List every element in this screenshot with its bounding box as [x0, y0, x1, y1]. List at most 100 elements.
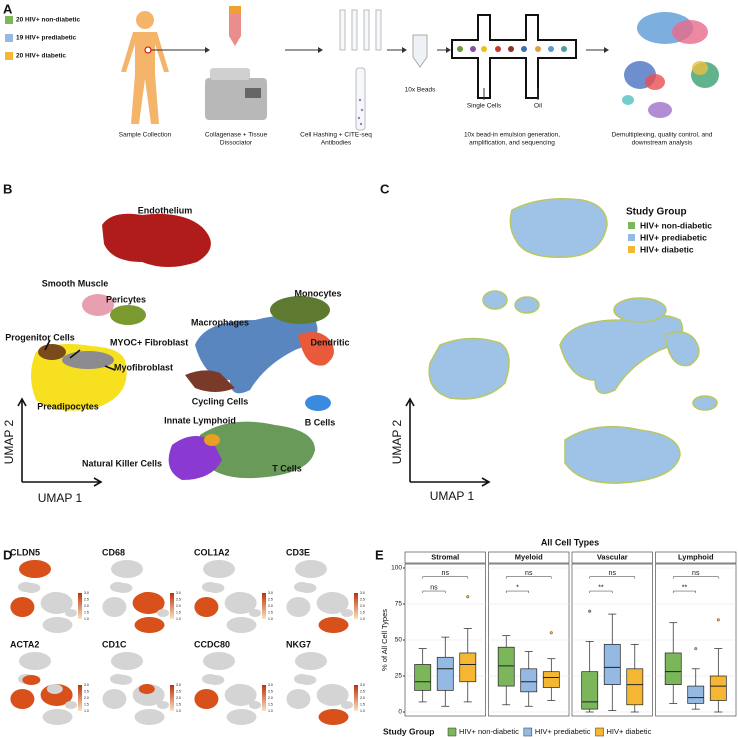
colorbar — [78, 593, 82, 619]
legend-label: HIV+ diabetic — [640, 244, 694, 254]
panel-letter: D — [3, 547, 12, 562]
y-tick-label: 100 — [391, 565, 402, 572]
colorbar-tick: 2.5 — [176, 689, 181, 693]
feature-plot: CLDN5 1.0 1.5 2.0 2.5 3.0 — [10, 547, 89, 633]
step-label: Cell Hashing + CITE-seq — [300, 132, 372, 139]
umap-points — [428, 198, 718, 484]
oil-label: Oil — [534, 103, 543, 110]
umap-cluster — [138, 684, 155, 694]
legend-swatch — [628, 246, 635, 253]
step-label: Collagenase + Tissue — [205, 132, 268, 139]
colorbar-tick: 3.0 — [176, 683, 181, 687]
colorbar-tick: 1.0 — [176, 709, 181, 713]
box — [664, 652, 682, 685]
outlier — [549, 631, 553, 635]
feature-plot: CCDC80 1.0 1.5 2.0 2.5 3.0 — [194, 639, 273, 725]
hashing-tubes — [339, 9, 382, 131]
umap-cluster — [102, 689, 127, 709]
axis-label: UMAP 1 — [430, 489, 475, 503]
step-label: Antibodies — [321, 140, 352, 147]
cluster-label: Smooth Muscle — [42, 278, 109, 288]
colorbar-tick: 2.5 — [268, 597, 273, 601]
umap-axes — [405, 397, 491, 487]
significance-label: ns — [609, 570, 617, 577]
significance-label: ns — [430, 584, 438, 591]
umap-cluster — [138, 592, 155, 602]
colorbar — [354, 685, 358, 711]
box — [603, 643, 621, 685]
umap-cluster — [42, 709, 73, 725]
outlier — [716, 618, 720, 622]
legend-title: Study Group — [383, 726, 434, 736]
umap-cluster — [341, 701, 353, 709]
box — [520, 668, 538, 693]
gene-label: NKG7 — [286, 639, 311, 649]
colorbar-tick: 3.0 — [84, 591, 89, 595]
umap-cluster — [230, 592, 247, 602]
cluster-label: Progenitor Cells — [5, 332, 75, 342]
umap-cluster — [65, 609, 77, 617]
significance-bracket — [422, 590, 446, 594]
feature-plot: CD68 1.0 1.5 2.0 2.5 3.0 — [102, 547, 181, 633]
colorbar-tick: 1.0 — [176, 617, 181, 621]
colorbar-tick: 2.0 — [268, 696, 273, 700]
umap-cluster — [341, 609, 353, 617]
umap-cluster — [194, 689, 219, 709]
umap-cluster — [157, 609, 169, 617]
umap-cluster — [286, 689, 311, 709]
umap-cluster — [226, 709, 257, 725]
colorbar-tick: 2.0 — [360, 604, 365, 608]
significance-bracket — [505, 590, 529, 594]
step-label: downstream analysis — [632, 140, 693, 147]
arrowhead — [402, 47, 407, 53]
cluster-label: B Cells — [305, 417, 336, 427]
feature-plot: CD1C 1.0 1.5 2.0 2.5 3.0 — [102, 639, 181, 725]
colorbar-tick: 2.5 — [268, 689, 273, 693]
cluster — [110, 305, 146, 325]
legend-label: HIV+ diabetic — [607, 727, 652, 736]
colorbar-tick: 1.5 — [268, 610, 273, 614]
single-cells-label: Single Cells — [467, 103, 502, 110]
colorbar — [262, 593, 266, 619]
legend-swatch — [595, 727, 604, 737]
umap-cluster — [42, 617, 73, 633]
umap-cluster — [10, 689, 35, 709]
colorbar-tick: 2.5 — [176, 597, 181, 601]
colorbar-tick: 1.5 — [268, 702, 273, 706]
step-label: 10x bead-in emulsion generation, — [464, 132, 560, 139]
y-axis-label: % of All Cell Types — [380, 609, 389, 671]
box — [414, 664, 432, 691]
chip-beads — [457, 46, 567, 52]
umap-cluster — [203, 560, 235, 578]
umap-cluster — [10, 597, 35, 617]
colorbar-tick: 1.5 — [360, 702, 365, 706]
cluster-label: Endothelium — [138, 205, 193, 215]
arrowhead — [205, 47, 210, 53]
legend-swatch — [5, 52, 13, 60]
umap-cluster — [298, 583, 317, 593]
umap-cluster — [286, 597, 311, 617]
umap-cluster — [111, 652, 143, 670]
colorbar-tick: 1.5 — [84, 702, 89, 706]
umap-cluster — [203, 652, 235, 670]
cluster — [185, 370, 235, 392]
cluster — [62, 351, 114, 369]
umap-cluster — [230, 684, 247, 694]
colorbar-tick: 2.5 — [360, 597, 365, 601]
y-tick-label: 75 — [395, 601, 403, 608]
gene-label: CD3E — [286, 547, 310, 557]
box — [626, 668, 644, 706]
gene-label: ACTA2 — [10, 639, 39, 649]
significance-bracket — [672, 576, 719, 579]
significance-bracket — [422, 576, 469, 579]
cluster — [168, 436, 222, 480]
umap-cluster — [134, 709, 165, 725]
box — [542, 671, 560, 688]
cluster-label: Natural Killer Cells — [82, 458, 162, 468]
sample-site — [144, 46, 152, 54]
legend-label: HIV+ prediabetic — [640, 232, 707, 242]
colorbar — [170, 593, 174, 619]
umap-cluster — [249, 701, 261, 709]
step-label: Demultiplexing, quality control, and — [612, 132, 713, 139]
colorbar-tick: 1.5 — [176, 610, 181, 614]
